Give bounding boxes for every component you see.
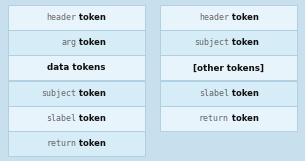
Text: token: token bbox=[76, 89, 106, 98]
Text: [other tokens]: [other tokens] bbox=[193, 63, 264, 72]
Text: header: header bbox=[199, 13, 229, 22]
Bar bbox=[160, 106, 297, 131]
Bar bbox=[160, 5, 297, 30]
Bar bbox=[8, 5, 145, 30]
Text: slabel: slabel bbox=[46, 114, 76, 123]
Bar bbox=[8, 131, 145, 156]
Text: return: return bbox=[199, 114, 229, 123]
Text: subject: subject bbox=[41, 89, 76, 98]
Text: slabel: slabel bbox=[199, 89, 229, 98]
Bar bbox=[8, 55, 145, 80]
Bar bbox=[160, 55, 297, 80]
Text: token: token bbox=[76, 38, 106, 47]
Bar bbox=[8, 80, 145, 106]
Bar bbox=[8, 30, 145, 55]
Text: return: return bbox=[46, 139, 76, 148]
Text: token: token bbox=[229, 114, 259, 123]
Bar bbox=[160, 30, 297, 55]
Text: token: token bbox=[229, 13, 259, 22]
Bar bbox=[160, 80, 297, 106]
Text: token: token bbox=[229, 38, 259, 47]
Text: token: token bbox=[76, 114, 106, 123]
Text: data tokens: data tokens bbox=[47, 63, 106, 72]
Text: arg: arg bbox=[61, 38, 76, 47]
Text: token: token bbox=[76, 139, 106, 148]
Text: token: token bbox=[229, 89, 259, 98]
Bar bbox=[8, 106, 145, 131]
Text: header: header bbox=[46, 13, 76, 22]
Text: subject: subject bbox=[194, 38, 229, 47]
Text: token: token bbox=[76, 13, 106, 22]
